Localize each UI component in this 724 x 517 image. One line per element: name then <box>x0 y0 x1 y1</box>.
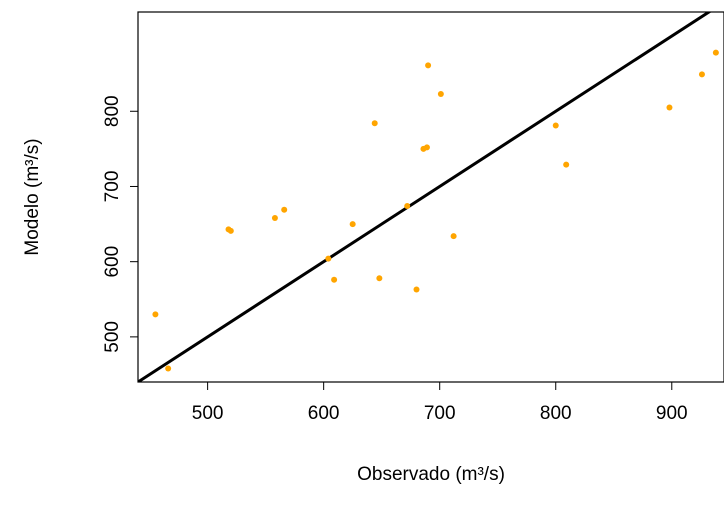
data-point-23 <box>712 49 719 56</box>
data-point-5 <box>271 215 278 222</box>
y-tick-label-800: 800 <box>102 95 123 127</box>
y-tick-label-500: 500 <box>102 321 123 353</box>
data-point-19 <box>552 122 559 129</box>
y-axis: 500 600 700 800 <box>102 95 139 353</box>
plot-marks <box>138 12 719 382</box>
data-point-21 <box>666 104 673 111</box>
data-point-13 <box>413 286 420 293</box>
x-tick-label-900: 900 <box>656 403 688 424</box>
data-point-22 <box>698 71 705 78</box>
data-point-6 <box>281 206 288 213</box>
data-point-4 <box>227 227 234 234</box>
y-axis-title: Modelo (m³/s) <box>22 138 43 255</box>
data-point-8 <box>331 276 338 283</box>
data-point-12 <box>404 203 411 210</box>
data-point-2 <box>165 365 172 372</box>
x-tick-label-600: 600 <box>308 403 340 424</box>
data-point-18 <box>450 233 457 240</box>
reference-line <box>138 12 712 382</box>
y-tick-label-600: 600 <box>102 246 123 278</box>
x-tick-label-800: 800 <box>540 403 572 424</box>
x-axis-title: Observado (m³/s) <box>357 464 505 485</box>
x-tick-label-700: 700 <box>424 403 456 424</box>
x-axis: 500 600 700 800 900 <box>192 381 688 424</box>
y-tick-label-700: 700 <box>102 171 123 203</box>
data-point-15 <box>423 144 430 151</box>
data-point-10 <box>371 120 378 127</box>
data-point-11 <box>376 275 383 282</box>
data-point-9 <box>349 221 356 228</box>
data-point-7 <box>325 255 332 262</box>
data-point-17 <box>437 90 444 97</box>
data-point-20 <box>563 161 570 168</box>
data-point-1 <box>152 311 159 318</box>
data-point-16 <box>425 62 432 69</box>
x-tick-label-500: 500 <box>192 403 224 424</box>
